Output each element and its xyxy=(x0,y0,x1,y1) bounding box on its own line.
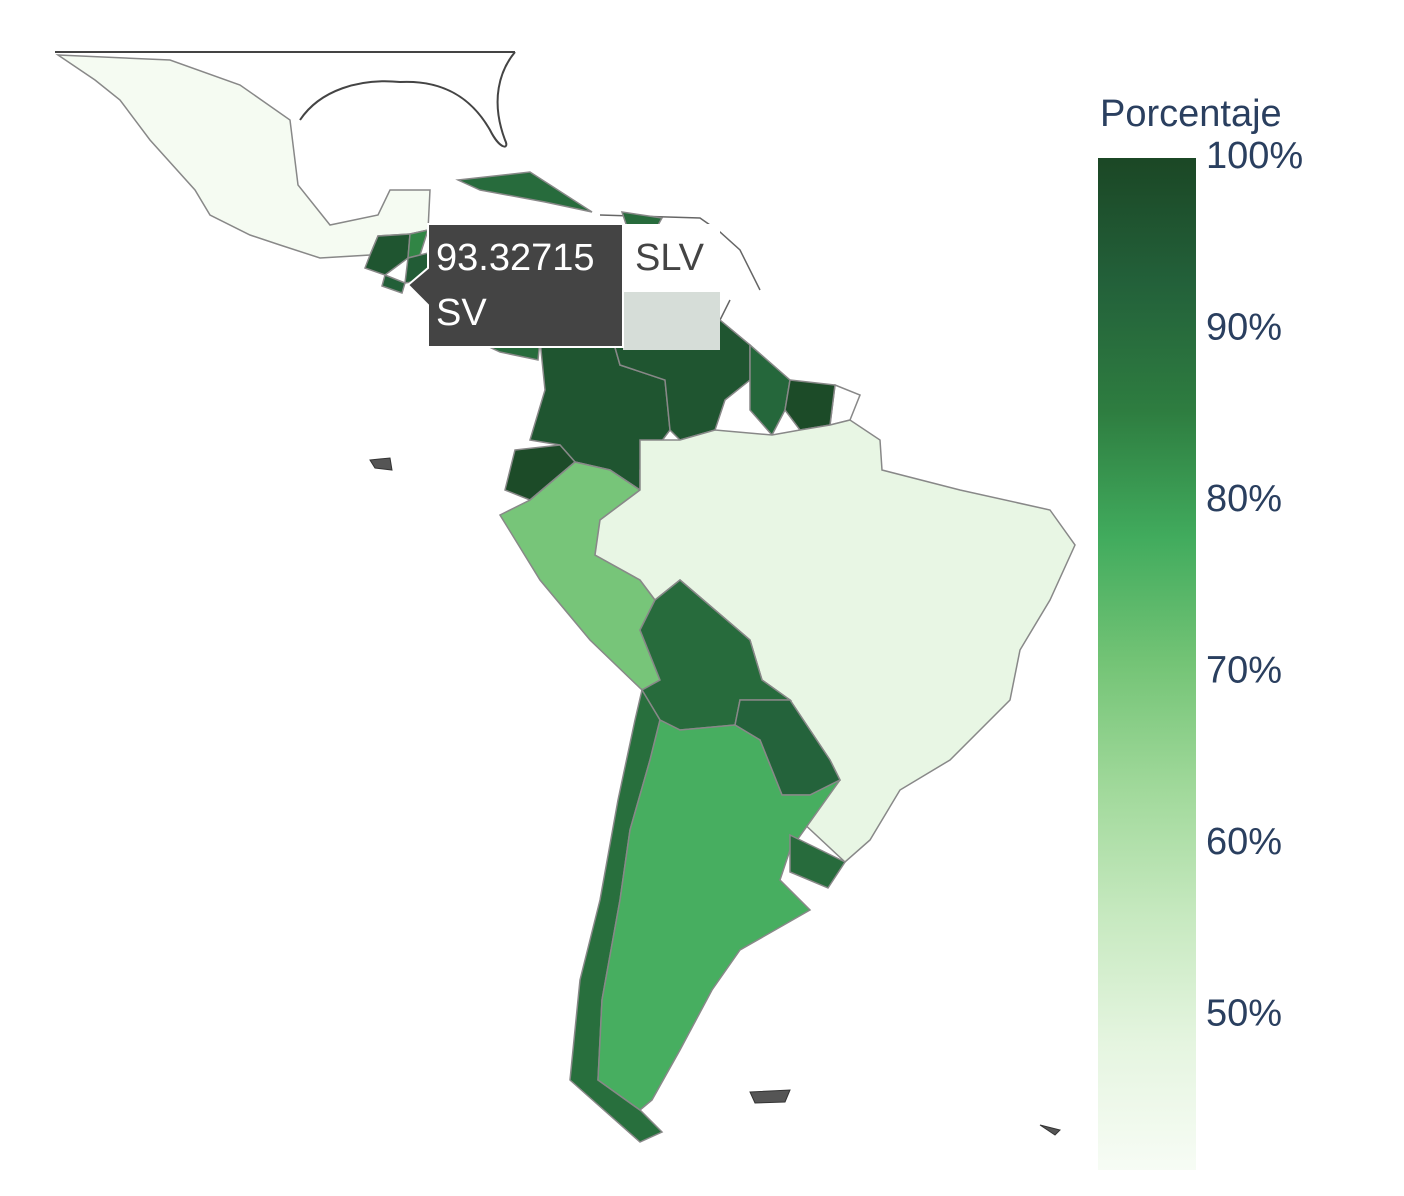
tooltip-name-box xyxy=(623,224,720,292)
tooltip: 93.32715 SV SLV xyxy=(406,223,720,350)
country xyxy=(55,54,431,259)
colorbar-title: Porcentaje xyxy=(1100,93,1282,135)
countries xyxy=(55,54,1076,1143)
colorbar-tick-label: 90% xyxy=(1206,307,1282,349)
country xyxy=(784,379,836,431)
colorbar-tick-label: 70% xyxy=(1206,650,1282,692)
country xyxy=(381,273,406,294)
country xyxy=(749,343,791,437)
basemap xyxy=(55,51,1061,1136)
tooltip-location: SLV xyxy=(635,237,705,279)
colorbar-tick-label: 50% xyxy=(1206,993,1282,1035)
tooltip-box xyxy=(406,223,624,348)
country xyxy=(597,718,841,1111)
tooltip-shadow xyxy=(623,290,720,350)
coastline xyxy=(55,51,516,148)
islands xyxy=(369,457,1061,1136)
country xyxy=(789,833,847,889)
colorbar-tick-label: 100% xyxy=(1206,135,1303,177)
colorbar-gradient xyxy=(1098,158,1196,1170)
country xyxy=(455,171,593,213)
colorbar-tick-label: 80% xyxy=(1206,478,1282,520)
tooltip-label: SV xyxy=(436,292,487,334)
colorbar-tick-label: 60% xyxy=(1206,821,1282,863)
colorbar: Porcentaje 50% 60% 70% 80% 90% 100% xyxy=(1098,93,1303,1170)
tooltip-value: 93.32715 xyxy=(436,237,595,279)
